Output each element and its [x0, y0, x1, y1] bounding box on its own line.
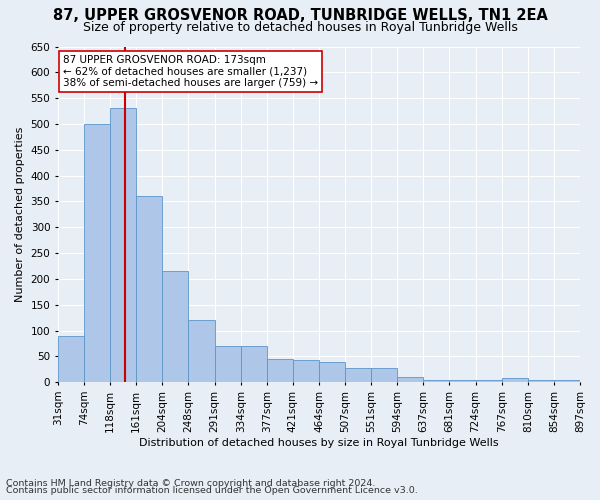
- Y-axis label: Number of detached properties: Number of detached properties: [15, 126, 25, 302]
- Bar: [58, 336, 84, 382]
- Bar: [476, 380, 502, 382]
- Bar: [502, 378, 528, 382]
- Bar: [397, 377, 424, 382]
- Bar: [319, 362, 345, 382]
- Bar: [136, 196, 163, 382]
- X-axis label: Distribution of detached houses by size in Royal Tunbridge Wells: Distribution of detached houses by size …: [139, 438, 499, 448]
- Bar: [215, 346, 241, 382]
- Text: 87, UPPER GROSVENOR ROAD, TUNBRIDGE WELLS, TN1 2EA: 87, UPPER GROSVENOR ROAD, TUNBRIDGE WELL…: [53, 8, 547, 22]
- Bar: [449, 380, 476, 382]
- Text: 87 UPPER GROSVENOR ROAD: 173sqm
← 62% of detached houses are smaller (1,237)
38%: 87 UPPER GROSVENOR ROAD: 173sqm ← 62% of…: [63, 55, 318, 88]
- Bar: [293, 360, 319, 382]
- Bar: [554, 380, 580, 382]
- Bar: [345, 368, 371, 382]
- Bar: [371, 368, 397, 382]
- Bar: [110, 108, 136, 382]
- Bar: [163, 271, 188, 382]
- Text: Contains HM Land Registry data © Crown copyright and database right 2024.: Contains HM Land Registry data © Crown c…: [6, 478, 376, 488]
- Bar: [424, 380, 449, 382]
- Text: Contains public sector information licensed under the Open Government Licence v3: Contains public sector information licen…: [6, 486, 418, 495]
- Bar: [188, 320, 215, 382]
- Text: Size of property relative to detached houses in Royal Tunbridge Wells: Size of property relative to detached ho…: [83, 22, 517, 35]
- Bar: [528, 380, 554, 382]
- Bar: [267, 359, 293, 382]
- Bar: [84, 124, 110, 382]
- Bar: [241, 346, 267, 382]
